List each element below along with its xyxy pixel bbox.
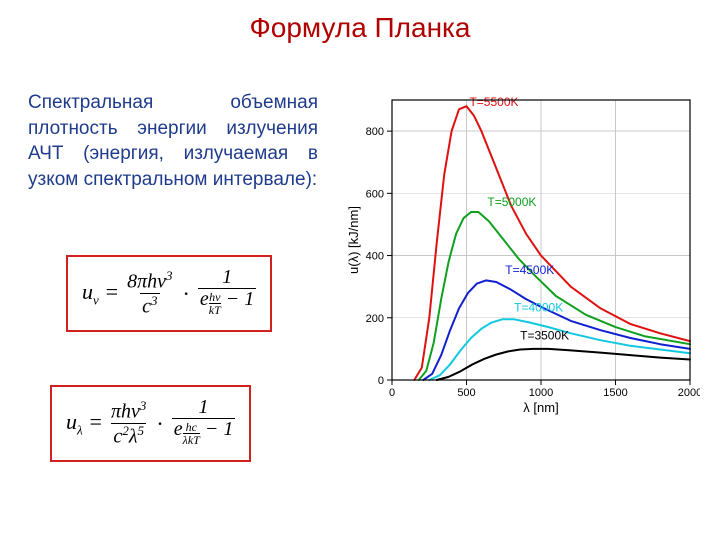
series-label-T=4000K: T=4000K	[514, 301, 563, 315]
xtick-1500: 1500	[603, 387, 627, 399]
ytick-800: 800	[366, 126, 384, 138]
series-label-T=5500K: T=5500K	[469, 95, 518, 109]
series-label-T=4500K: T=4500K	[505, 263, 554, 277]
formula-lambda: uλ = πhν3 c2λ5 · 1 ehcλkT − 1	[66, 397, 235, 450]
description-text: Спектральная объемная плотность энергии …	[28, 90, 318, 193]
xtick-0: 0	[389, 387, 395, 399]
series-label-T=5000K: T=5000K	[487, 195, 536, 209]
chart-svg: T=5500K T=5000K T=4500K T=4000K T=3500K 0 500 1…	[342, 90, 700, 418]
ytick-0: 0	[378, 375, 384, 387]
ytick-400: 400	[366, 251, 384, 263]
xtick-1000: 1000	[529, 387, 553, 399]
formula-box-lambda: uλ = πhν3 c2λ5 · 1 ehcλkT − 1	[50, 385, 251, 462]
y-axis-label: u(λ) [kJ/nm]	[346, 206, 361, 274]
series-label-T=3500K: T=3500K	[520, 329, 569, 343]
planck-chart: T=5500K T=5000K T=4500K T=4000K T=3500K 0 500 1…	[342, 90, 700, 418]
ytick-200: 200	[366, 313, 384, 325]
page-title: Формула Планка	[0, 12, 720, 44]
formula-box-nu: uν = 8πhν3 c3 · 1 ehνkT − 1	[66, 255, 272, 332]
xtick-2000: 2000	[678, 387, 700, 399]
xtick-500: 500	[457, 387, 475, 399]
x-axis-label: λ [nm]	[523, 400, 558, 415]
ytick-600: 600	[366, 188, 384, 200]
formula-nu: uν = 8πhν3 c3 · 1 ehνkT − 1	[82, 267, 256, 320]
